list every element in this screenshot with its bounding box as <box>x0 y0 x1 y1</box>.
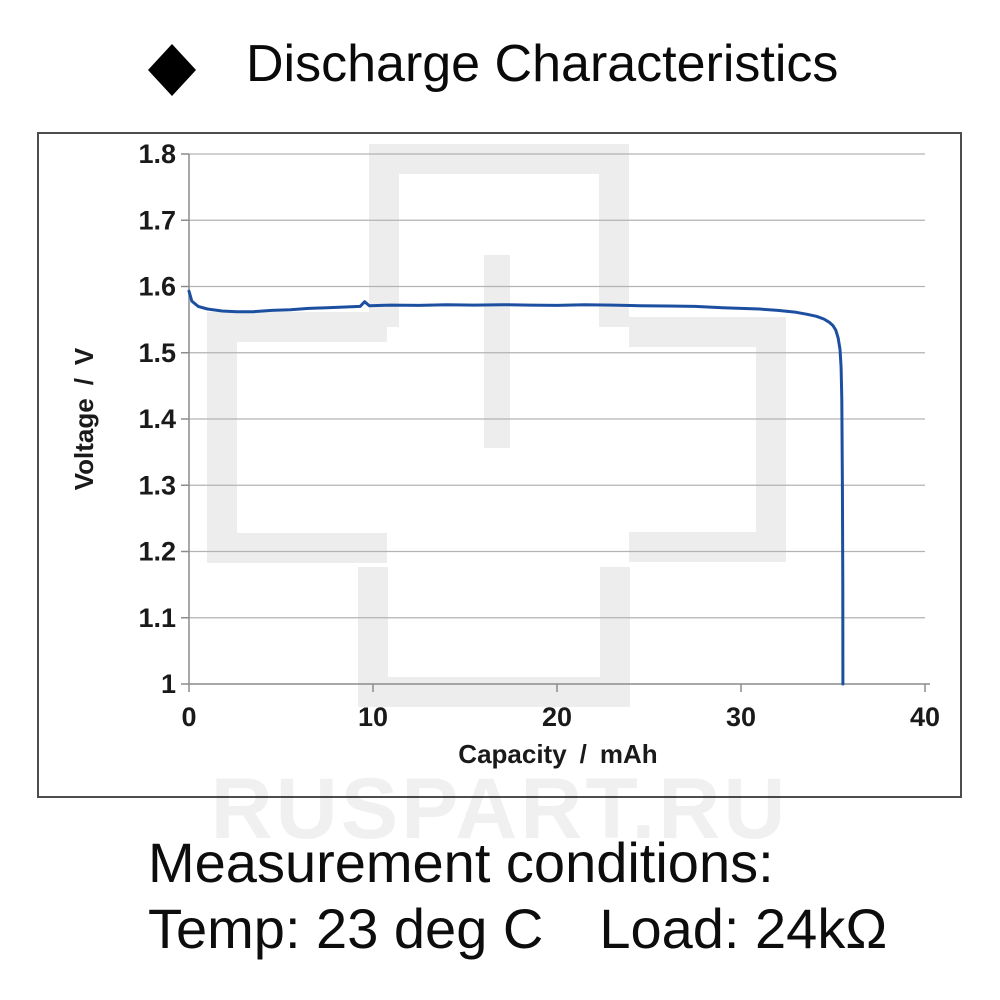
y-tick-label: 1 <box>161 669 176 699</box>
y-tick-label: 1.3 <box>138 470 176 500</box>
watermark-logo-right-bracket <box>629 317 786 562</box>
watermark-logo-left-bracket <box>207 312 387 563</box>
watermark-logo <box>207 144 786 707</box>
x-tick-label: 10 <box>358 702 388 732</box>
page-title: Discharge Characteristics <box>246 35 839 93</box>
title-row: Discharge Characteristics <box>0 0 1000 120</box>
y-tick-label: 1.5 <box>138 338 176 368</box>
y-axis-title: Voltage / V <box>69 347 99 490</box>
diamond-icon <box>148 44 196 96</box>
x-tick-label: 20 <box>542 702 572 732</box>
watermark-logo-top-bracket <box>369 144 629 327</box>
conditions-heading: Measurement conditions: <box>148 831 774 894</box>
y-tick-label: 1.2 <box>138 537 176 567</box>
x-tick-label: 30 <box>726 702 756 732</box>
y-tick-label: 1.7 <box>138 205 176 235</box>
watermark-logo-bottom-bracket <box>358 567 630 707</box>
y-tick-label: 1.6 <box>138 272 176 302</box>
chart-panel: 1.8 1.7 1.6 1.5 1.4 1.3 1.2 1.1 1 0 10 20 30 40 Capaci… <box>37 132 962 798</box>
discharge-curve <box>187 289 845 686</box>
y-tick-label: 1.4 <box>138 404 176 434</box>
x-tick-label: 40 <box>910 702 940 732</box>
conditions-values: Temp: 23 deg C Load: 24kΩ <box>148 897 888 960</box>
x-axis-title: Capacity / mAh <box>458 739 657 769</box>
y-tick-label: 1.8 <box>138 139 176 169</box>
discharge-chart: 1.8 1.7 1.6 1.5 1.4 1.3 1.2 1.1 10 10 20 30 40 Capaci… <box>69 139 940 769</box>
x-tick-label: 0 <box>181 702 196 732</box>
y-tick-label: 1.1 <box>138 603 176 633</box>
